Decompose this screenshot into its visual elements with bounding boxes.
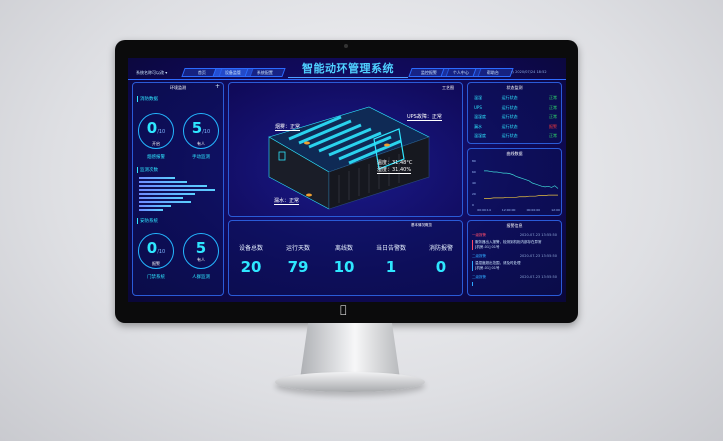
status-state: 运行状态 [501,133,518,138]
gauge-caption: 人群监测 [192,275,210,280]
fire-gauge-open: 0/10 开启 [138,113,174,149]
datetime: ◷ 2020/07/24 18:52 [511,70,547,74]
stat-device-total: 设备总数 20 [238,245,263,276]
add-icon[interactable]: + [214,83,220,90]
status-row: 温湿度 运行状态 正常 [474,114,557,122]
smoke-status-callout: 烟雾：正常 [275,124,301,131]
status-result: 正常 [549,133,558,138]
system-name: 系统名称可以改 [136,70,164,75]
monitor-bar [139,189,215,191]
dashboard-screen: 系统名称可以改 ▾ 首页 设备监管 系统配置 智能动环管理系统 监控报警 个人中… [128,58,566,302]
section-heading: 消防数据 [137,96,158,102]
tab-help[interactable]: 帮助台 [472,68,514,77]
process-diagram-panel: 工艺图 烟雾：正常 UPS故障：正常 温度：31.48°C 湿度：31.40% … [228,82,463,217]
alert-item[interactable]: 二级报警 2020-07-23 13:55:50 温湿度超出范围，请及时处理 [机房-… [472,254,557,271]
y-tick-label: 60 [472,170,476,174]
monitor-bar [139,205,171,207]
y-tick-label: 20 [472,192,476,196]
status-device: 温湿度 [474,114,486,119]
panel-title: 曲线数据 [506,151,523,156]
status-result: 正常 [549,114,558,119]
monitor-bar [139,181,187,183]
panel-title: 状态监测 [506,85,523,90]
stat-daily-alarms: 当日告警数 1 [375,245,406,276]
status-result: 正常 [549,95,558,100]
status-state: 运行状态 [501,114,518,119]
server-rack-3d-model [268,106,430,210]
fire-gauge-person: 5/10 有人 [183,113,219,149]
monitor-bar [139,197,183,199]
panel-title: 工艺图 [442,85,454,90]
stat-offline: 离线数 10 [333,245,355,276]
status-row: 漏水 运行状态 报警 [474,124,557,132]
system-name-dropdown[interactable]: 系统名称可以改 ▾ [136,70,168,75]
header-bar [128,58,566,80]
chart-line-series_a [484,170,559,189]
monitor-bar-chart [139,177,219,213]
y-tick-label: 80 [472,159,476,163]
panel-title: 环境监测 [170,85,186,90]
status-result: 正常 [549,104,558,110]
monitor-bar [139,209,163,211]
x-tick-label: 00:00:14 [477,208,491,212]
monitor-stand-base [275,372,425,392]
gauge-caption: 烟感报警 [147,155,165,160]
monitor-bar [139,201,191,203]
status-panel: 状态监测 温湿 运行状态 正常 UPS 运行状态 正常 温湿度 运行状态 正常 漏水 运行状态 报警温… [467,82,562,144]
overview-panel: 基本情况概览 [228,220,463,296]
page-title: 智能动环管理系统 [288,60,408,78]
apple-logo-icon:  [340,303,347,316]
monitor-bar [139,185,207,187]
x-tick-label: 12:00:00 [551,208,560,212]
alerts-panel: 报警信息 一级报警 2020-07-23 13:55:50 服务器出入报警，检测到机… [467,220,562,296]
ups-status-callout: UPS故障：正常 [407,114,442,121]
x-tick-label: 00:00:00 [527,208,541,212]
stat-run-days: 运行天数 79 [285,245,310,276]
tab-config[interactable]: 系统配置 [244,68,286,77]
status-row: 温湿度 运行状态 正常 [474,133,557,141]
status-state: 运行状态 [501,104,518,110]
status-device: 温湿 [474,95,482,100]
x-tick-label: 12:00:00 [502,208,516,212]
security-gauge-alarm: 0/10 报警 [138,233,174,269]
chart-line-series_b [484,194,558,199]
alert-item[interactable]: 二级报警 2020-07-23 13:55:50 [472,275,557,286]
chart-panel: 曲线数据 80 60 40 20 0 00:00:14 12:00:00 00:00:00 12… [467,148,562,216]
monitor-bar [139,177,175,179]
temperature-callout: 温度：31.48°C [377,160,413,166]
y-tick-label: 0 [472,203,474,207]
section-heading: 监测次数 [137,167,158,173]
status-device: UPS [474,104,482,110]
gauge-caption: 手动监测 [192,155,210,160]
gauge-caption: 门禁系统 [147,275,165,280]
panel-title: 基本情况概览 [411,223,432,227]
stat-fire-alarms: 消防报警 0 [428,245,453,276]
y-tick-label: 40 [472,181,476,185]
left-panel: 环境监测 + 消防数据 0/10 开启 5/10 有人 烟感报警 手动监测 监测次数… [132,82,224,296]
alert-item[interactable]: 一级报警 2020-07-23 13:55:50 服务器出入报警，检测到机柜内部存在… [472,233,557,250]
status-device: 温湿度 [474,133,486,138]
humidity-callout: 湿度：31.40% [377,167,412,174]
line-chart: 80 60 40 20 000:00:14 12:00:00 00:00:00 12:00:0… [472,159,560,212]
status-row: 温湿 运行状态 正常 [474,95,557,103]
status-state: 运行状态 [501,95,518,100]
camera [344,44,348,48]
monitor-bar [139,193,195,195]
status-device: 漏水 [474,123,482,129]
status-result: 报警 [549,123,558,129]
status-row: UPS 运行状态 正常 [474,105,557,113]
leak-status-callout: 漏水：正常 [274,198,300,205]
panel-title: 报警信息 [506,223,523,228]
status-state: 运行状态 [501,123,518,129]
monitor-stand-neck [300,323,400,379]
security-gauge-person: 5 有人 [183,233,219,269]
section-heading: 安防系统 [137,218,158,224]
